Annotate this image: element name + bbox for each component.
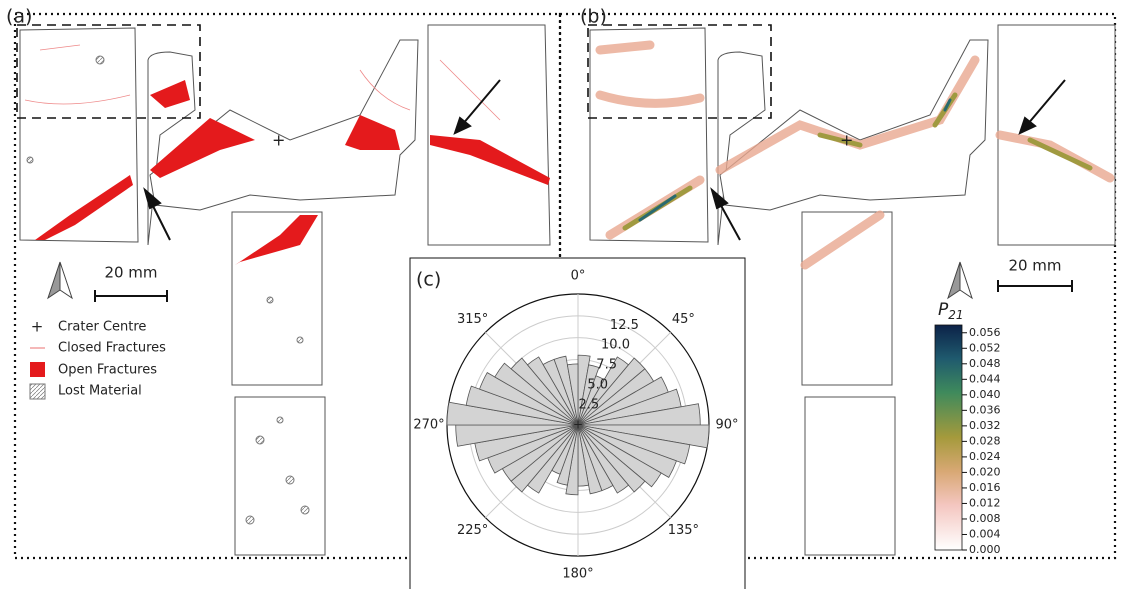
angle-tick-label: 135° [668, 523, 699, 538]
r-tick-label: 10.0 [601, 338, 630, 353]
rose-petal [577, 424, 630, 494]
rose-petal [494, 362, 579, 426]
legend: + Crater Centre Closed Fractures Open Fr… [29, 318, 166, 400]
rose-diagram: 0° 45° 90° 135° 180° 225° 270° 315° 2.5 5.0 7.5 10.… [413, 269, 738, 582]
colorbar-tick-label: 0.020 [969, 465, 1001, 478]
colorbar-tick-label: 0.056 [969, 326, 1001, 339]
rose-petal [553, 355, 579, 426]
angle-tick-label: 315° [457, 312, 488, 327]
colorbar-tick-label: 0.036 [969, 403, 1001, 416]
colorbar: P21 0.056 0.052 0.048 0.044 0.040 0.036 0.032 0… [934, 300, 1001, 556]
colorbar-tick-label: 0.048 [969, 357, 1001, 370]
crater-centre: + [272, 131, 285, 150]
r-tick-label: 12.5 [610, 318, 639, 333]
colorbar-tick-label: 0.012 [969, 496, 1001, 509]
r-tick-label: 5.0 [587, 378, 608, 393]
rose-petal [479, 372, 579, 426]
angle-tick-label: 90° [715, 418, 738, 433]
colorbar-tick-label: 0.032 [969, 419, 1001, 432]
colorbar-tick-label: 0.016 [969, 481, 1001, 494]
angle-tick-label: 0° [571, 269, 586, 284]
inset-box [16, 24, 201, 119]
rose-petal [566, 363, 579, 426]
scale-label: 20 mm [104, 264, 157, 282]
angle-tick-label: 180° [562, 567, 593, 582]
scale-label: 20 mm [1008, 257, 1061, 275]
inset-box [587, 24, 772, 119]
colorbar-tick-label: 0.052 [969, 341, 1001, 354]
angle-tick-label: 270° [413, 418, 444, 433]
rose-petal [577, 424, 691, 465]
colorbar-tick-label: 0.008 [969, 512, 1001, 525]
rose-petal [465, 385, 579, 426]
colorbar-tick-label: 0.000 [969, 543, 1001, 556]
rose-petal [577, 424, 646, 493]
colorbar-tick-label: 0.004 [969, 527, 1001, 540]
colorbar-label: P21 [938, 300, 964, 322]
svg-text:+: + [31, 318, 44, 336]
colorbar-tick-label: 0.024 [969, 450, 1001, 463]
rose-petal [577, 424, 662, 488]
r-tick-label: 7.5 [596, 358, 617, 373]
colorbar-tick-label: 0.028 [969, 434, 1001, 447]
r-tick-label: 2.5 [579, 398, 600, 413]
legend-label: Closed Fractures [58, 341, 166, 356]
legend-label: Crater Centre [58, 320, 146, 335]
angle-tick-label: 45° [672, 312, 695, 327]
angle-tick-label: 225° [457, 523, 488, 538]
legend-label: Lost Material [58, 384, 142, 399]
rose-petal [577, 424, 677, 478]
legend-label: Open Fractures [58, 363, 157, 378]
fracture-map: + [589, 24, 1116, 556]
rose-petal [577, 424, 603, 495]
rose-petal [526, 356, 579, 426]
colorbar-tick-label: 0.040 [969, 388, 1001, 401]
crater-centre: + [840, 131, 853, 150]
panel-label: (a) [6, 6, 32, 28]
fracture-map: + [19, 24, 551, 556]
colorbar-tick-label: 0.044 [969, 372, 1001, 385]
panel-label: (c) [416, 269, 441, 291]
rose-petal [510, 357, 579, 426]
colorbar-ramp [934, 324, 963, 551]
panel-label: (b) [580, 6, 607, 28]
origin-mark: + [573, 418, 583, 432]
